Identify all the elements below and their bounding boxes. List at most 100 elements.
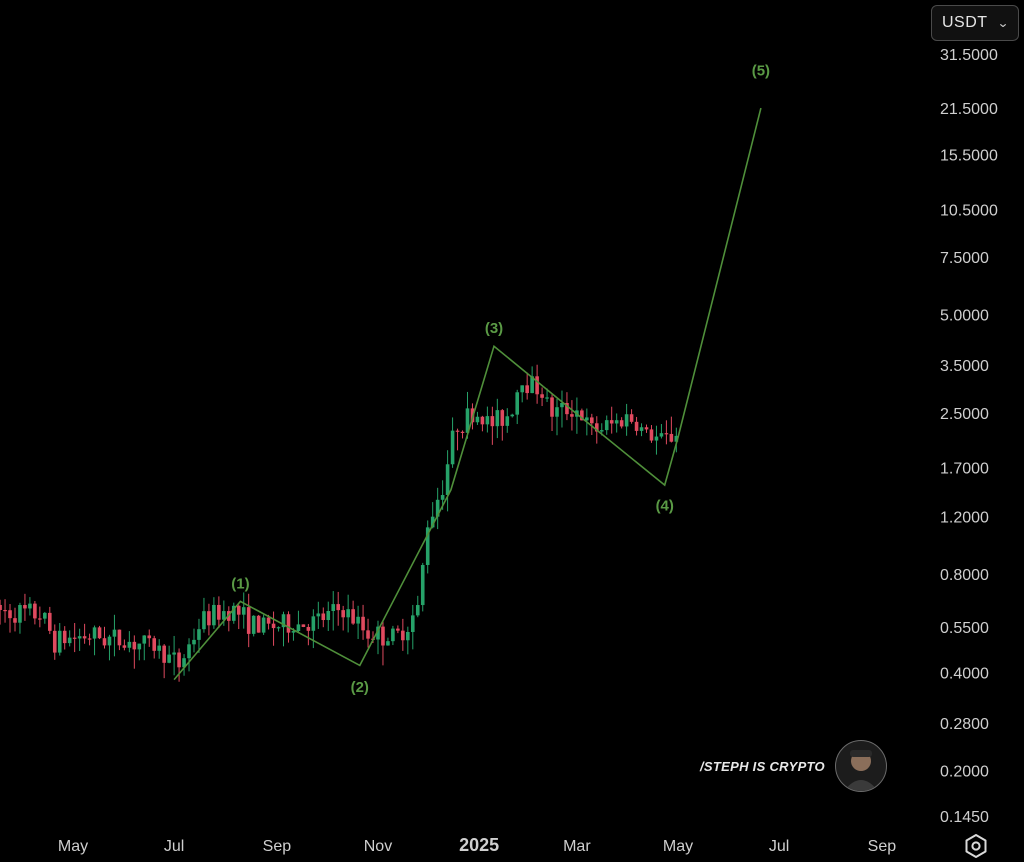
- candle-body: [594, 423, 599, 432]
- candle: [13, 607, 17, 632]
- candle-body: [246, 607, 251, 634]
- y-tick-label: 1.2000: [940, 510, 989, 527]
- candle: [614, 413, 619, 433]
- candle-body: [535, 376, 539, 395]
- candle-body: [102, 638, 107, 646]
- candle: [386, 637, 390, 646]
- candle: [217, 596, 221, 628]
- candle-body: [386, 641, 390, 646]
- candle: [8, 604, 12, 633]
- candle: [331, 591, 336, 631]
- candle-body: [311, 616, 316, 631]
- candle-body: [23, 605, 27, 609]
- x-tick-label: Sep: [868, 838, 897, 855]
- candle: [87, 633, 92, 646]
- candle-body: [167, 654, 171, 663]
- candle: [241, 592, 246, 629]
- candle-body: [391, 628, 395, 642]
- candle: [460, 430, 465, 439]
- candle: [316, 601, 321, 629]
- candle: [366, 618, 370, 648]
- candle: [202, 597, 206, 633]
- candle-body: [187, 644, 191, 659]
- candle-body: [619, 420, 624, 427]
- candle: [515, 389, 520, 425]
- candle: [147, 629, 152, 647]
- candle-body: [52, 630, 57, 653]
- candle-body: [440, 495, 445, 500]
- candle-body: [376, 626, 380, 640]
- x-tick-label: May: [663, 838, 693, 855]
- candle-body: [326, 611, 331, 621]
- currency-label: USDT: [942, 14, 988, 31]
- candle-body: [222, 611, 226, 620]
- y-tick-label: 3.5000: [940, 358, 989, 375]
- candle: [47, 606, 52, 635]
- candle-body: [634, 421, 639, 431]
- candle: [391, 625, 395, 646]
- currency-dropdown[interactable]: USDT ⌄: [931, 5, 1019, 41]
- candle-body: [460, 431, 465, 433]
- candle: [326, 601, 331, 631]
- candle: [351, 600, 355, 625]
- y-tick-label: 10.5000: [940, 203, 998, 220]
- candle: [361, 604, 365, 640]
- candle-body: [520, 385, 524, 393]
- candle-body: [346, 609, 350, 618]
- candle: [560, 390, 564, 428]
- candle-body: [28, 603, 32, 609]
- y-tick-label: 2.5000: [940, 406, 989, 423]
- watermark-text: /STEPH IS CRYPTO: [700, 758, 825, 774]
- candle-body: [57, 630, 62, 653]
- candle-body: [241, 607, 246, 615]
- wave-label: (3): [485, 320, 503, 337]
- candle: [495, 398, 500, 439]
- candle-body: [38, 618, 42, 620]
- candle-body: [455, 430, 460, 432]
- candle-body: [450, 430, 455, 465]
- candle-body: [560, 402, 564, 408]
- x-tick-label: Nov: [364, 838, 392, 855]
- candle-body: [87, 638, 92, 640]
- candle-body: [361, 616, 365, 631]
- x-tick-label: Sep: [263, 838, 292, 855]
- candle-body: [291, 631, 296, 633]
- y-tick-label: 5.0000: [940, 308, 989, 325]
- candle: [256, 614, 261, 633]
- candle: [132, 635, 137, 669]
- candle-body: [331, 604, 336, 612]
- candle: [0, 599, 2, 625]
- y-tick-label: 0.4000: [940, 665, 989, 682]
- candle-body: [112, 629, 117, 637]
- candle: [23, 593, 27, 621]
- candle-body: [132, 641, 137, 650]
- settings-button[interactable]: [962, 832, 990, 860]
- candle: [18, 602, 22, 634]
- y-tick-label: 0.2800: [940, 716, 989, 733]
- candle: [510, 413, 515, 418]
- candle-body: [570, 414, 574, 417]
- candle: [117, 629, 122, 651]
- candle: [490, 406, 495, 445]
- candle-body: [316, 613, 321, 617]
- candle-body: [415, 605, 420, 616]
- candle: [435, 487, 440, 530]
- candle-body: [445, 464, 450, 496]
- candle: [639, 423, 644, 437]
- candle-body: [341, 610, 345, 618]
- candle: [634, 416, 639, 436]
- candle-body: [286, 614, 291, 633]
- candle-body: [530, 376, 534, 394]
- candle: [590, 413, 594, 435]
- y-tick-label: 1.7000: [940, 460, 989, 477]
- candle-body: [629, 414, 634, 422]
- candle-body: [212, 604, 216, 626]
- candles: [0, 364, 679, 682]
- candle-body: [580, 410, 584, 421]
- candle-body: [480, 416, 485, 425]
- candle: [142, 635, 147, 661]
- candle-body: [47, 612, 52, 631]
- candle: [396, 625, 400, 634]
- candle: [82, 623, 87, 644]
